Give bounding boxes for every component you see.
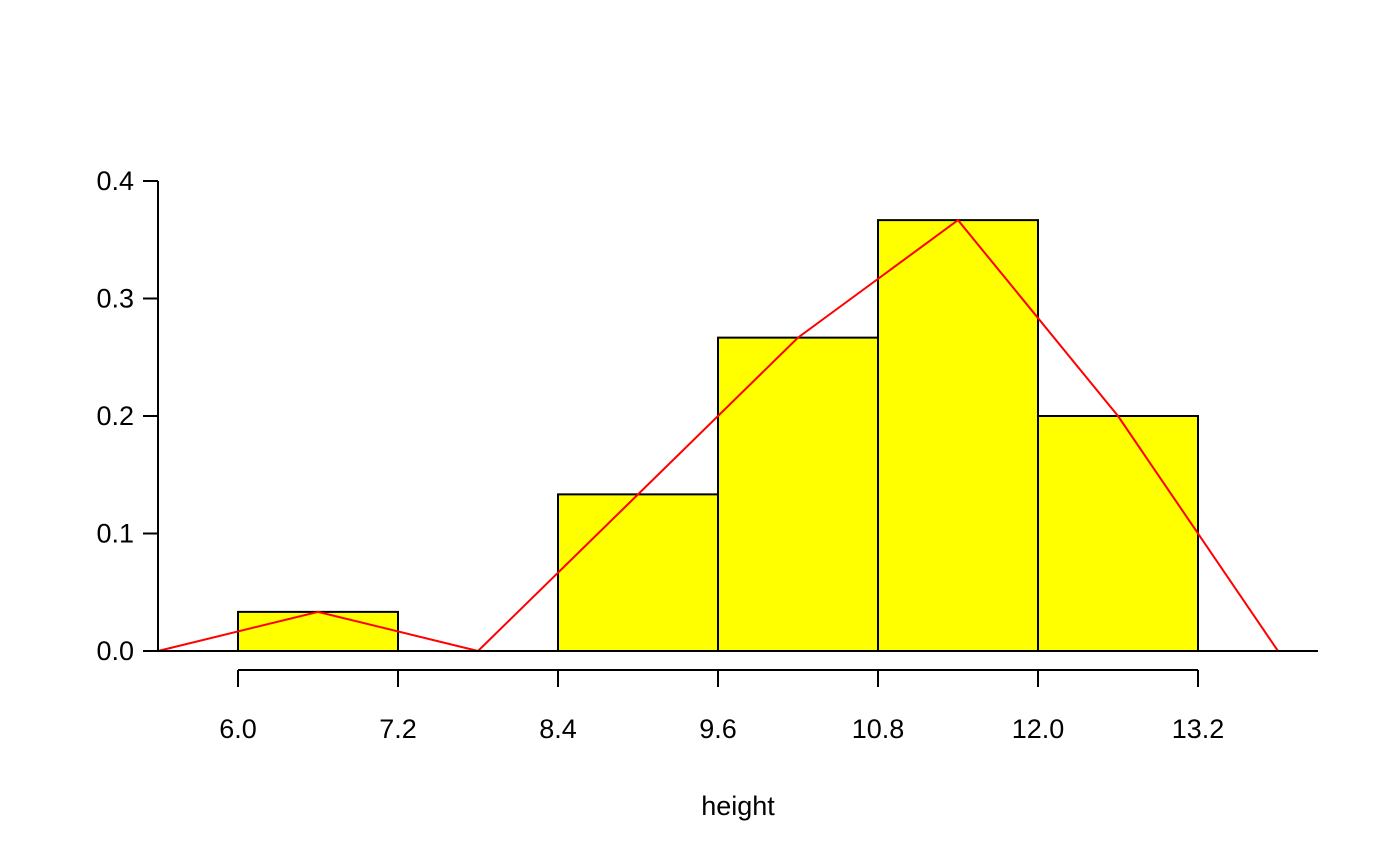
x-tick-label-0: 6.0 <box>219 714 257 744</box>
histogram-bar-0 <box>237 610 399 652</box>
axes-group: 0.0 0.1 0.2 0.3 0.4 6.0 7.2 8.4 9.6 10.8 12.0 13.2 <box>96 166 1318 744</box>
x-axis-label: height <box>701 791 775 821</box>
frequency-polygon-line <box>157 218 1279 653</box>
histogram-bar-2 <box>557 493 719 652</box>
y-tick-label-0: 0.0 <box>96 636 134 666</box>
bars-group <box>237 219 1199 652</box>
x-tick-label-4: 10.8 <box>852 714 905 744</box>
y-tick-label-3: 0.3 <box>96 284 134 314</box>
y-tick-label-1: 0.1 <box>96 519 134 549</box>
x-tick-label-2: 8.4 <box>539 714 577 744</box>
histogram-bar-5 <box>1037 415 1199 652</box>
y-tick-label-2: 0.2 <box>96 401 134 431</box>
x-tick-label-1: 7.2 <box>379 714 417 744</box>
histogram-bar-4 <box>877 219 1039 652</box>
x-tick-label-6: 13.2 <box>1172 714 1225 744</box>
y-tick-label-4: 0.4 <box>96 166 134 196</box>
x-tick-label-3: 9.6 <box>699 714 737 744</box>
x-tick-label-5: 12.0 <box>1012 714 1065 744</box>
histogram-bar-3 <box>717 336 879 652</box>
polygon-group <box>157 218 1279 653</box>
